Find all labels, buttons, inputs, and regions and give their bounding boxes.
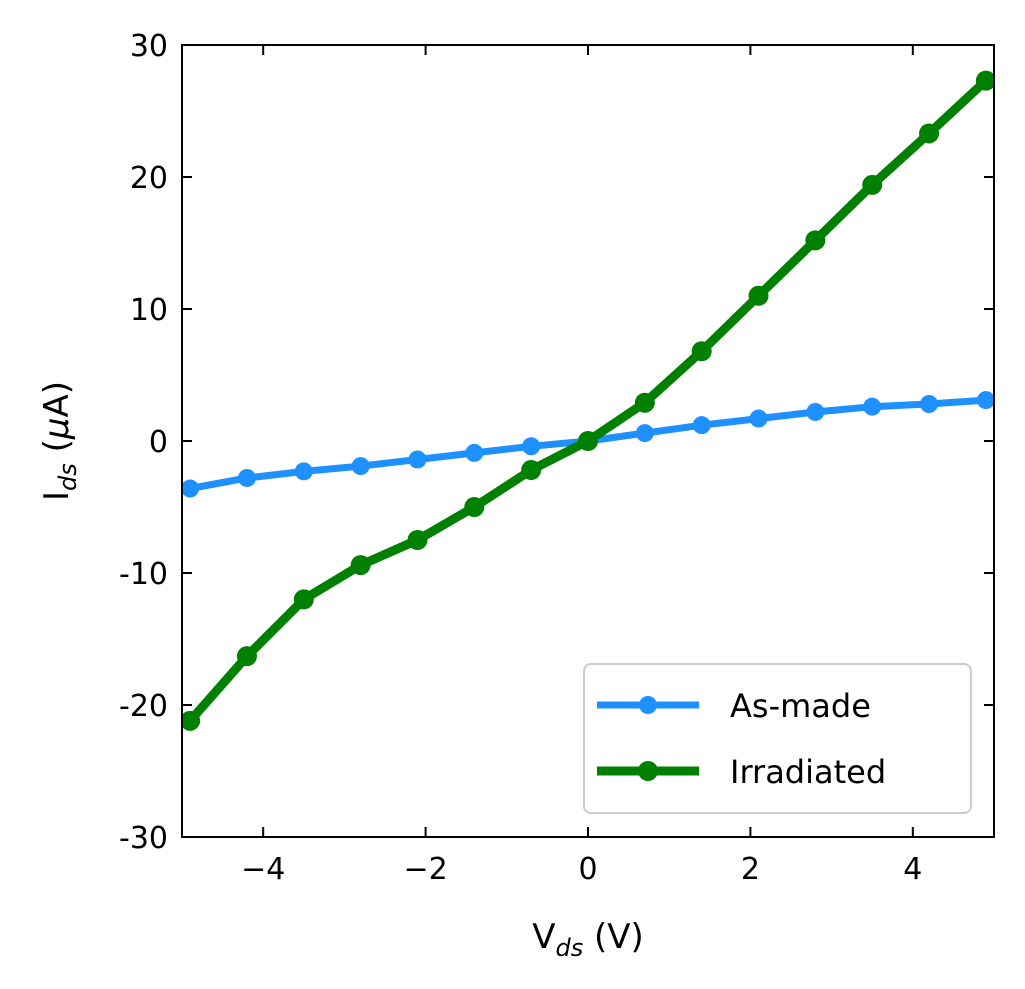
legend-marker-as-made xyxy=(639,696,657,714)
series-layer xyxy=(182,70,994,731)
data-point-as-made xyxy=(920,395,939,414)
x-tick-label: −2 xyxy=(403,852,447,887)
legend: As-made Irradiated xyxy=(583,663,972,814)
data-point-as-made xyxy=(522,437,541,456)
x-tick-label: 0 xyxy=(578,852,597,887)
data-point-as-made xyxy=(351,457,370,476)
data-point-as-made xyxy=(465,443,484,462)
y-tick-label: 30 xyxy=(130,29,168,64)
y-tick-label: 10 xyxy=(130,293,168,328)
data-point-as-made xyxy=(806,402,825,421)
data-point-irradiated xyxy=(407,530,428,550)
data-point-irradiated xyxy=(293,589,314,610)
y-tick-label: -10 xyxy=(119,557,168,592)
data-point-irradiated xyxy=(975,70,994,91)
data-point-as-made xyxy=(863,397,882,416)
data-point-irradiated xyxy=(805,230,826,251)
data-point-irradiated xyxy=(691,341,712,362)
data-point-irradiated xyxy=(182,710,201,731)
data-point-as-made xyxy=(976,391,994,410)
y-tick-label: -30 xyxy=(119,821,168,856)
data-point-as-made xyxy=(294,462,313,481)
x-tick-label: 4 xyxy=(903,852,922,887)
y-axis-label: Ids (μA) xyxy=(37,381,82,501)
data-point-irradiated xyxy=(862,174,883,195)
data-point-irradiated xyxy=(748,285,769,306)
data-point-as-made xyxy=(408,450,427,469)
legend-label-irradiated: Irradiated xyxy=(730,753,886,791)
data-point-irradiated xyxy=(634,392,655,413)
data-point-as-made xyxy=(635,424,654,443)
data-point-as-made xyxy=(182,479,200,498)
data-point-irradiated xyxy=(919,123,940,144)
data-point-as-made xyxy=(749,409,768,428)
legend-label-as-made: As-made xyxy=(730,687,871,725)
x-tick-label: 2 xyxy=(741,852,760,887)
y-tick-label: 20 xyxy=(130,161,168,196)
data-point-irradiated xyxy=(521,460,542,481)
x-tick-label: −4 xyxy=(241,852,285,887)
legend-marker-irradiated xyxy=(638,761,658,781)
data-point-irradiated xyxy=(350,555,371,576)
x-axis-label: Vds (V) xyxy=(532,917,644,962)
legend-box xyxy=(583,663,972,814)
data-point-irradiated xyxy=(236,646,257,667)
ticks-layer: −4 −2 0 2 4 -30 -20 -10 0 10 20 30 xyxy=(119,29,994,887)
data-point-irradiated xyxy=(578,431,598,451)
y-tick-label: 0 xyxy=(149,425,168,460)
data-point-irradiated xyxy=(464,497,485,517)
data-point-as-made xyxy=(692,416,711,435)
y-tick-label: -20 xyxy=(119,689,168,724)
data-point-as-made xyxy=(237,468,256,487)
